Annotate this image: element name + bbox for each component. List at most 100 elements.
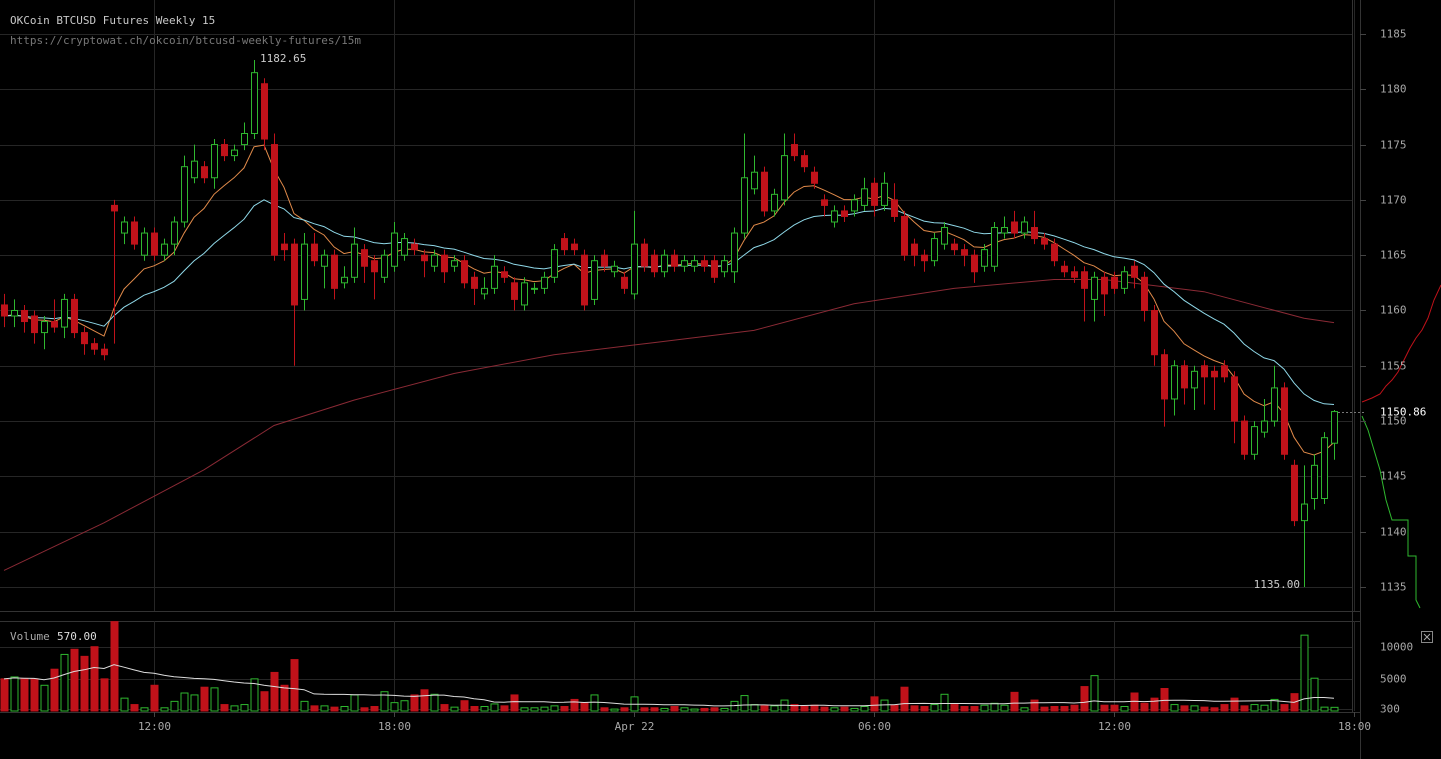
volume-bar (30, 678, 39, 712)
y-tick-label: 1140 (1380, 526, 1407, 539)
candle-body (201, 166, 208, 179)
candle-body (1211, 370, 1218, 378)
candle-body (591, 260, 598, 300)
volume-bar (1280, 704, 1289, 712)
high-label: 1182.65 (260, 52, 306, 65)
candle-body (641, 243, 648, 267)
volume-bar (610, 708, 619, 712)
chart-subtitle: https://cryptowat.ch/okcoin/btcusd-weekl… (10, 34, 361, 47)
candle-body (1121, 271, 1128, 289)
candle-body (151, 232, 158, 256)
volume-bar (150, 684, 159, 712)
candle-body (1321, 437, 1328, 500)
candle-body (501, 271, 508, 278)
volume-bar (450, 706, 459, 712)
volume-bar (230, 705, 239, 712)
volume-bar (820, 706, 829, 712)
volume-bar (1020, 707, 1029, 712)
volume-bar (460, 700, 469, 712)
candle-body (101, 348, 108, 356)
volume-bar (900, 686, 909, 712)
close-icon[interactable] (1423, 633, 1431, 641)
volume-bar (1150, 697, 1159, 712)
volume-bar (360, 707, 369, 712)
volume-title: Volume (10, 630, 50, 643)
volume-bar (1080, 686, 1089, 712)
volume-bar (350, 694, 359, 712)
volume-bar (1170, 704, 1179, 712)
candle-body (1281, 387, 1288, 455)
volume-bar (660, 707, 669, 712)
volume-bar (1330, 706, 1339, 712)
x-tick-label: 12:00 (138, 720, 171, 733)
candle-body (81, 332, 88, 345)
volume-bar (180, 692, 189, 712)
candle-body (401, 238, 408, 256)
candle-body (351, 243, 358, 278)
volume-bar (840, 706, 849, 712)
x-tick-label: 18:00 (378, 720, 411, 733)
candle-body (241, 133, 248, 146)
candle-body (371, 260, 378, 273)
candle-body (931, 238, 938, 262)
candle-body (211, 144, 218, 179)
volume-bar (1140, 702, 1149, 712)
volume-bar (70, 648, 79, 712)
volume-bar (1310, 677, 1319, 712)
y-tick-label: 1150 (1380, 415, 1407, 428)
candle-body (131, 221, 138, 245)
volume-bar (400, 700, 409, 712)
volume-bar (680, 707, 689, 712)
volume-bar (530, 707, 539, 712)
candle-body (731, 232, 738, 273)
volume-bar (520, 707, 529, 712)
candle-body (391, 232, 398, 267)
close-button[interactable] (1421, 631, 1433, 643)
volume-bar (950, 704, 959, 712)
candle-body (811, 171, 818, 184)
volume-bar (1160, 688, 1169, 712)
volume-bar (500, 705, 509, 712)
candle-body (721, 260, 728, 273)
volume-bar (720, 707, 729, 712)
candle-body (181, 166, 188, 223)
candle-body (41, 321, 48, 334)
volume-bar (970, 706, 979, 712)
candle-body (291, 243, 298, 306)
candle-body (1311, 464, 1318, 500)
volume-bar (220, 704, 229, 712)
volume-bar (370, 706, 379, 712)
candle-body (521, 282, 528, 306)
volume-bar (170, 700, 179, 712)
candle-body (821, 199, 828, 206)
y-tick-label: 1135 (1380, 581, 1407, 594)
candle-body (161, 243, 168, 256)
volume-bar (1060, 706, 1069, 712)
volume-bar (120, 697, 129, 712)
depth-bids (1361, 415, 1421, 609)
volume-bar (320, 705, 329, 712)
volume-bar (670, 706, 679, 712)
volume-bar (1190, 705, 1199, 712)
candle-body (771, 193, 778, 212)
volume-bar (250, 678, 259, 712)
ema-line (3, 144, 1335, 456)
candle-body (921, 254, 928, 262)
volume-bar (420, 689, 429, 712)
candle-body (1051, 243, 1058, 262)
volume-bar (1130, 692, 1139, 712)
candle-body (471, 276, 478, 289)
candle-body (1141, 276, 1148, 311)
candle-body (571, 243, 578, 251)
candle-body (671, 254, 678, 267)
volume-bar (1120, 706, 1129, 712)
volume-bar (310, 705, 319, 712)
volume-bar (1250, 704, 1259, 712)
volume-bar (1220, 704, 1229, 712)
volume-bar (570, 698, 579, 712)
volume-bar (1000, 704, 1009, 712)
y-tick-label: 1180 (1380, 83, 1407, 96)
volume-bar (1090, 675, 1099, 712)
volume-bar (110, 621, 119, 712)
